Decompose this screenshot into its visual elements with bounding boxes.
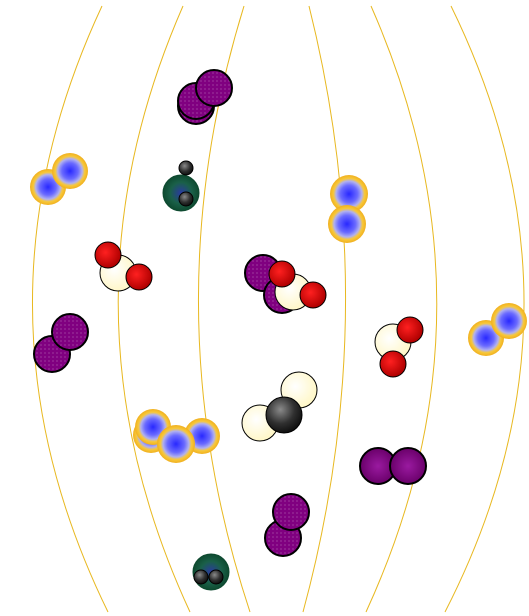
water-molecule-icon bbox=[268, 260, 327, 311]
hydrogen-atom bbox=[125, 263, 153, 291]
halo-atom bbox=[157, 425, 195, 463]
teal-carbon-cluster-icon bbox=[162, 160, 200, 212]
carbon-atom bbox=[178, 160, 194, 176]
hydrogen-atom bbox=[396, 316, 424, 344]
water-molecule-icon bbox=[94, 241, 153, 292]
carbon-atom bbox=[208, 569, 224, 585]
halo-diatomic-icon bbox=[30, 153, 88, 205]
purple-atom bbox=[389, 447, 427, 485]
field-line bbox=[117, 5, 191, 613]
carbon-atom bbox=[193, 569, 209, 585]
purple-diatomic-icon bbox=[264, 493, 310, 557]
field-line bbox=[302, 5, 347, 613]
hydrogen-atom bbox=[94, 241, 122, 269]
hydrogen-atom bbox=[268, 260, 296, 288]
halo-diatomic-icon bbox=[468, 303, 527, 356]
purple-diatomic-icon bbox=[177, 69, 233, 125]
halo-atom bbox=[330, 175, 368, 213]
halo-atom bbox=[491, 303, 527, 339]
field-line bbox=[444, 5, 525, 613]
purple-diatomic-icon bbox=[359, 447, 427, 485]
carbon-atom bbox=[178, 191, 194, 207]
hydrogen-atom bbox=[379, 350, 407, 378]
halo-atom bbox=[328, 205, 366, 243]
carbon-hydrogen-molecule-icon bbox=[241, 371, 318, 442]
purple-atom bbox=[51, 313, 89, 351]
halo-atom bbox=[52, 153, 88, 189]
field-line bbox=[365, 5, 438, 613]
carbon-atom bbox=[265, 396, 303, 434]
water-molecule-icon bbox=[374, 316, 424, 378]
purple-diatomic-icon bbox=[33, 313, 89, 373]
halo-diatomic-icon bbox=[328, 175, 368, 243]
halo-cluster-icon bbox=[133, 409, 220, 463]
hydrogen-atom bbox=[299, 281, 327, 309]
teal-carbon-cluster-icon bbox=[192, 553, 230, 591]
purple-atom bbox=[272, 493, 310, 531]
purple-atom bbox=[195, 69, 233, 107]
teal-atom bbox=[162, 174, 200, 212]
field-line bbox=[32, 5, 109, 613]
